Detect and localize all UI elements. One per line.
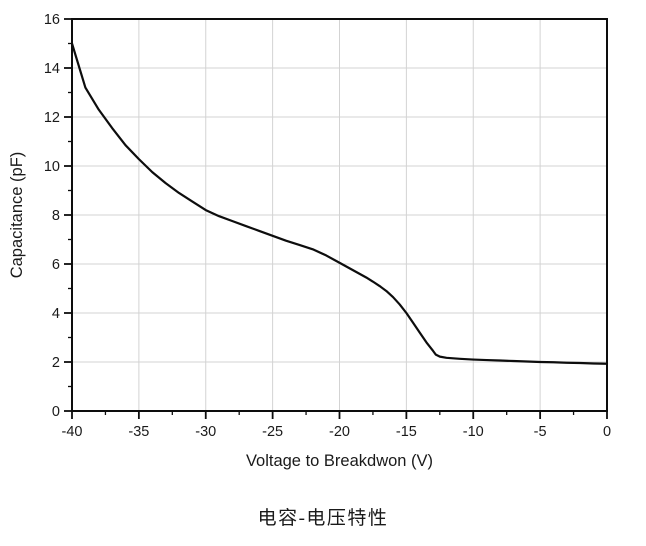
y-tick-label: 10 bbox=[44, 159, 60, 175]
y-tick-label: 16 bbox=[44, 12, 60, 28]
y-tick-label: 8 bbox=[52, 208, 60, 224]
x-tick-label: -30 bbox=[195, 424, 216, 440]
y-tick-label: 4 bbox=[52, 306, 60, 322]
x-tick-label: -5 bbox=[534, 424, 547, 440]
x-tick-label: -35 bbox=[128, 424, 149, 440]
x-tick-label: -40 bbox=[62, 424, 83, 440]
y-tick-label: 2 bbox=[52, 355, 60, 371]
x-tick-label: 0 bbox=[603, 424, 611, 440]
y-tick-label: 14 bbox=[44, 61, 60, 77]
x-tick-label: -20 bbox=[329, 424, 350, 440]
figure-caption: 电容-电压特性 bbox=[257, 508, 389, 529]
x-tick-label: -25 bbox=[262, 424, 283, 440]
x-tick-label: -10 bbox=[463, 424, 484, 440]
y-axis-title: Capacitance (pF) bbox=[8, 152, 26, 279]
x-axis-title: Voltage to Breakdwon (V) bbox=[246, 452, 433, 470]
x-tick-label: -15 bbox=[396, 424, 417, 440]
cv-curve bbox=[70, 42, 609, 365]
y-tick-label: 6 bbox=[52, 257, 60, 273]
y-tick-label: 0 bbox=[52, 404, 60, 420]
y-tick-label: 12 bbox=[44, 110, 60, 126]
plot-frame bbox=[71, 18, 608, 412]
